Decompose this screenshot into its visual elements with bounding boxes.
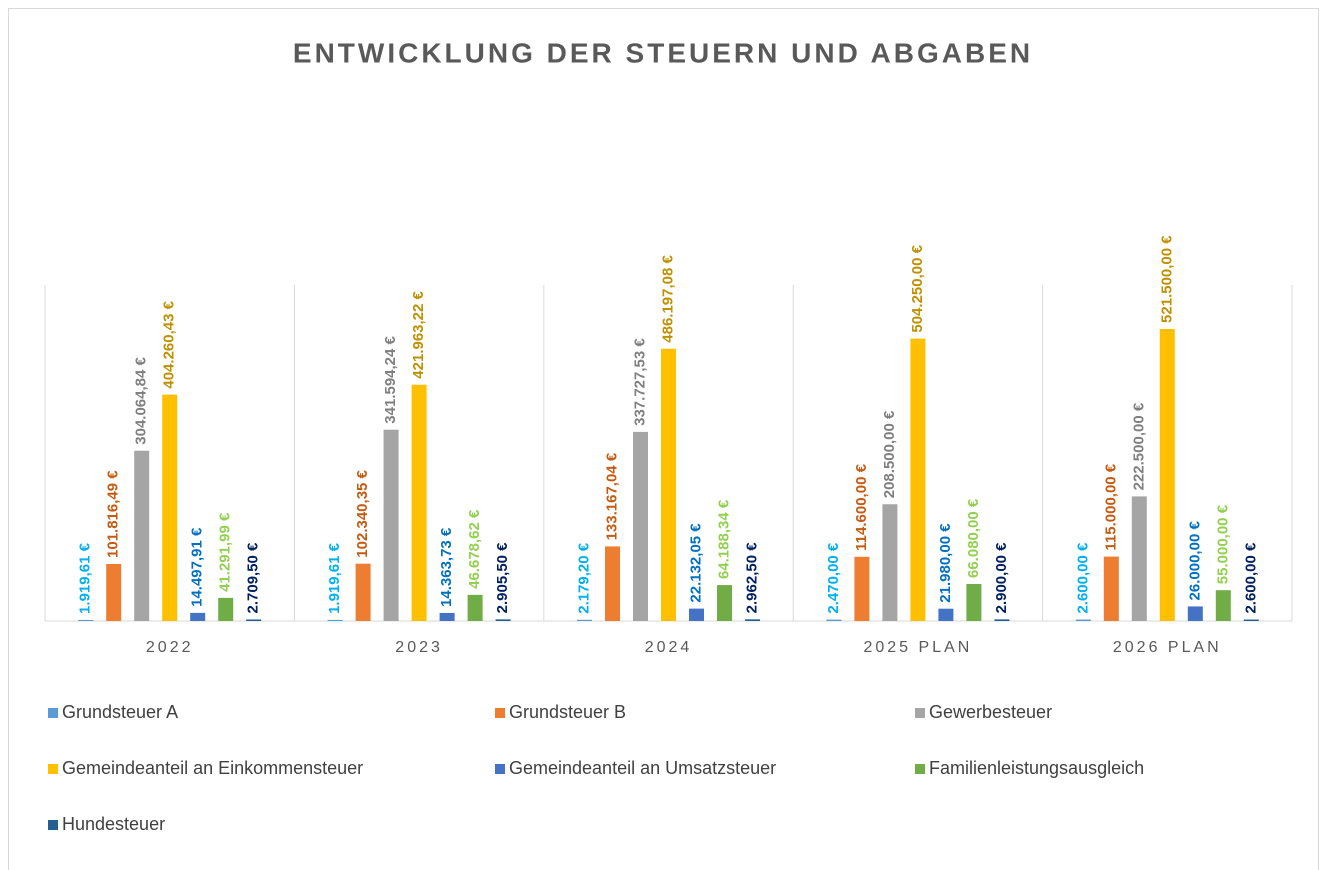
value-label: 2.709,50 € (245, 542, 262, 614)
value-label: 2.179,20 € (575, 542, 592, 614)
value-label: 304.064,84 € (133, 356, 150, 444)
value-label: 14.363,73 € (438, 527, 455, 607)
value-label: 1.919,61 € (326, 542, 343, 614)
bar (162, 394, 178, 621)
value-label: 114.600,00 € (853, 463, 870, 550)
bar (689, 608, 704, 621)
legend-swatch (495, 708, 505, 718)
bar (411, 384, 427, 621)
bar (910, 338, 926, 621)
bar (966, 583, 982, 621)
bar (1103, 556, 1119, 621)
bar (994, 619, 1010, 621)
value-label: 102.340,35 € (354, 469, 371, 557)
value-label: 1.919,61 € (77, 542, 94, 614)
bar (355, 563, 371, 621)
bar (826, 619, 842, 621)
legend-label: Grundsteuer B (509, 702, 626, 722)
bar (1131, 496, 1147, 621)
bar (246, 619, 262, 621)
bar (605, 546, 620, 621)
legend-label: Gemeindeanteil an Einkommensteuer (62, 758, 363, 778)
value-label: 101.816,49 € (105, 470, 122, 558)
value-label: 26.000,00 € (1186, 521, 1203, 601)
bar (745, 619, 760, 621)
bar (495, 619, 511, 621)
bar (577, 619, 592, 621)
bar (439, 612, 455, 621)
legend-label: Hundesteuer (62, 814, 165, 834)
value-label: 41.291,99 € (217, 512, 234, 592)
value-label: 55.000,00 € (1214, 504, 1231, 584)
bar (467, 594, 483, 621)
bar (383, 429, 399, 621)
value-label: 46.678,62 € (466, 509, 483, 589)
bar (1187, 606, 1203, 621)
chart-border (8, 8, 1319, 870)
value-label: 2.470,00 € (825, 542, 842, 614)
bar (78, 619, 94, 621)
bar (661, 348, 676, 621)
x-tick-label: 2023 (395, 639, 443, 656)
chart-title: ENTWICKLUNG DER STEUERN UND ABGABEN (293, 37, 1033, 68)
bar (1075, 619, 1091, 621)
legend-label: Gemeindeanteil an Umsatzsteuer (509, 758, 776, 778)
legend-swatch (48, 764, 58, 774)
legend-swatch (48, 708, 58, 718)
legend-swatch (915, 708, 925, 718)
bar (190, 612, 206, 621)
value-label: 2.962,50 € (743, 542, 760, 614)
value-label: 66.080,00 € (965, 498, 982, 578)
bar (1243, 619, 1259, 621)
bar (1215, 590, 1231, 621)
value-label: 486.197,08 € (659, 254, 676, 342)
value-label: 341.594,24 € (382, 335, 399, 423)
value-label: 2.600,00 € (1074, 542, 1091, 614)
legend-swatch (495, 764, 505, 774)
bar (882, 504, 898, 621)
value-label: 2.600,00 € (1242, 542, 1259, 614)
bar (134, 450, 150, 621)
value-label: 2.905,50 € (494, 542, 511, 614)
value-label: 115.000,00 € (1102, 463, 1119, 550)
value-label: 21.980,00 € (937, 523, 954, 603)
bar (938, 608, 954, 621)
legend-swatch (915, 764, 925, 774)
value-label: 208.500,00 € (881, 410, 898, 498)
value-label: 22.132,05 € (687, 523, 704, 603)
bar (218, 597, 234, 621)
bar (854, 556, 870, 621)
x-tick-label: 2022 (146, 639, 194, 656)
value-label: 337.727,53 € (631, 338, 648, 426)
value-label: 521.500,00 € (1158, 235, 1175, 323)
bar (106, 563, 122, 621)
legend-label: Familienleistungsausgleich (929, 758, 1144, 778)
bar (327, 619, 343, 621)
x-tick-label: 2026 PLAN (1113, 639, 1222, 656)
legend-label: Gewerbesteuer (929, 702, 1052, 722)
bar (717, 585, 732, 621)
value-label: 2.900,00 € (993, 542, 1010, 614)
x-tick-label: 2024 (645, 639, 693, 656)
x-tick-label: 2025 PLAN (863, 639, 972, 656)
legend-label: Grundsteuer A (62, 702, 178, 722)
bar (1159, 328, 1175, 621)
value-label: 421.963,22 € (410, 290, 427, 378)
value-label: 404.260,43 € (161, 300, 178, 388)
value-label: 504.250,00 € (909, 244, 926, 332)
bar (633, 431, 648, 621)
value-label: 64.188,34 € (715, 499, 732, 579)
value-label: 133.167,04 € (603, 452, 620, 540)
value-label: 222.500,00 € (1130, 402, 1147, 490)
legend-swatch (48, 820, 58, 830)
value-label: 14.497,91 € (189, 527, 206, 607)
